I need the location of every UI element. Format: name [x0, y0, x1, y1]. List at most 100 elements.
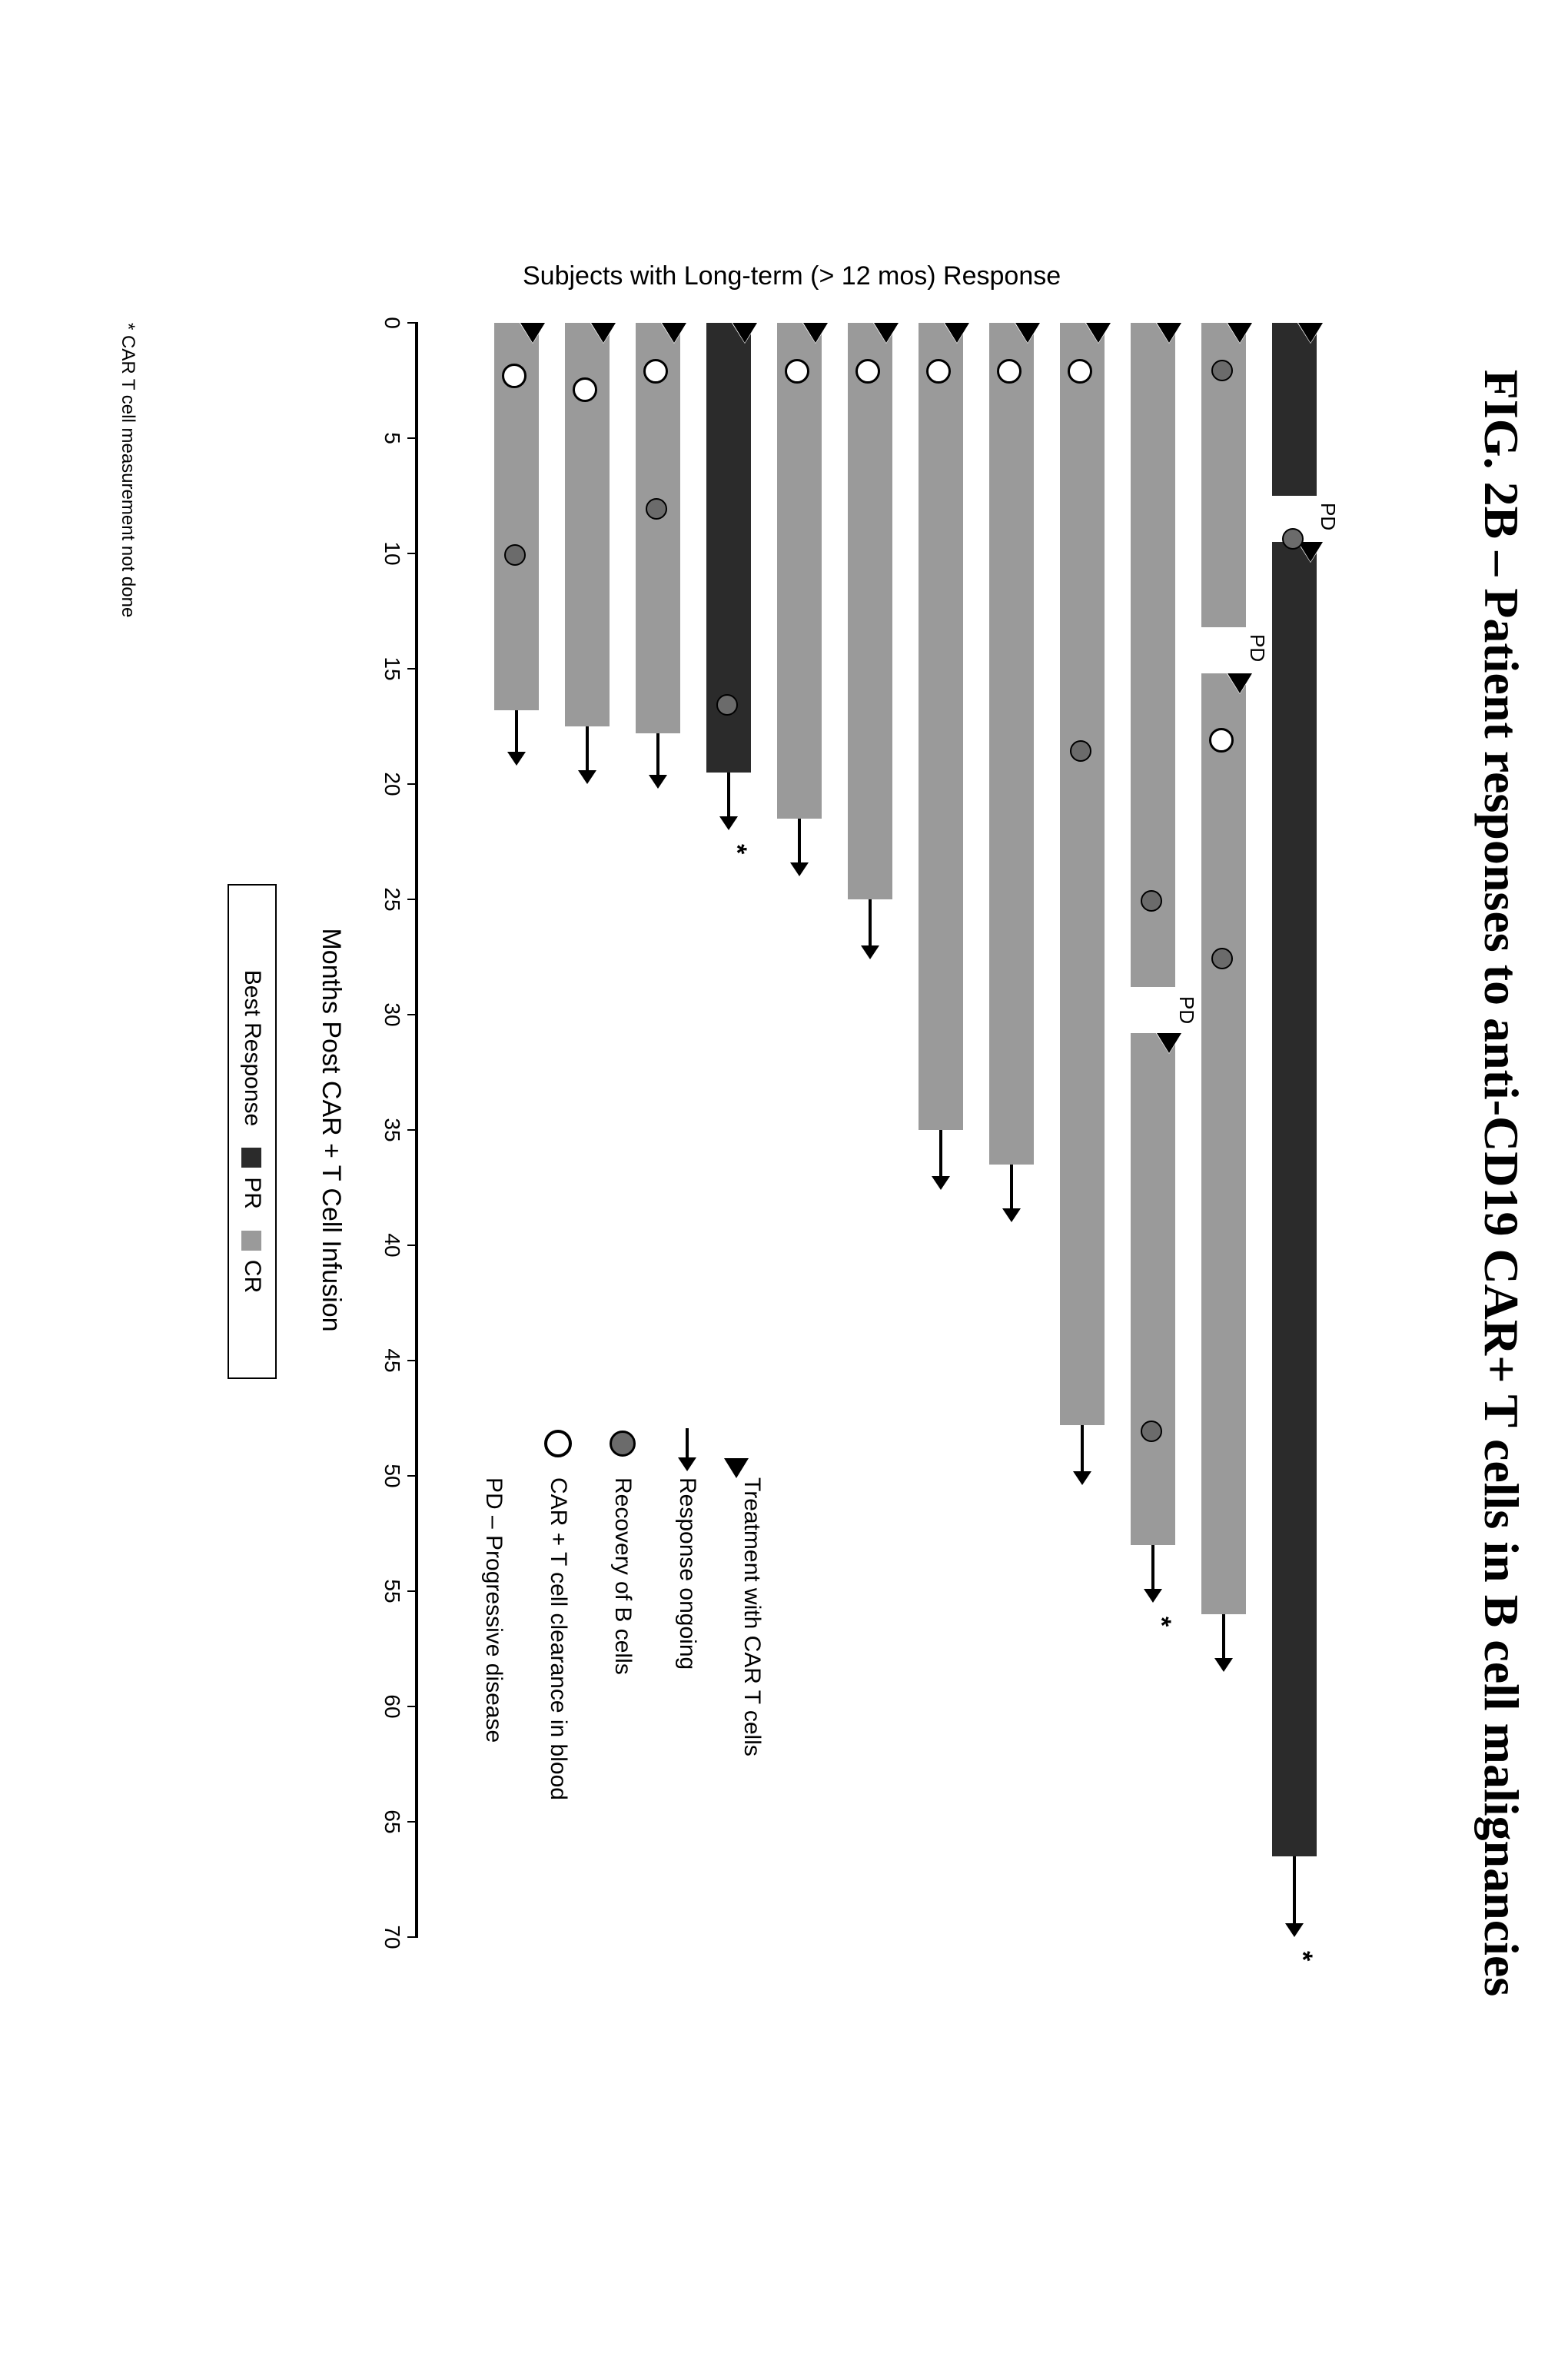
clearance-icon: [573, 377, 597, 402]
legend-label: Response ongoing: [674, 1477, 700, 1670]
legend-swatch-label: PR: [240, 1177, 265, 1209]
response-bar: [1060, 323, 1105, 1425]
legend-row: Treatment with CAR T cells: [719, 1422, 784, 1976]
response-bar: [848, 323, 892, 899]
response-bar: [919, 323, 963, 1130]
x-tick-label: 45: [380, 1348, 404, 1372]
ongoing-arrow-icon: [1081, 1425, 1084, 1473]
x-tick: [407, 1360, 418, 1361]
ongoing-arrow-icon: [1151, 1545, 1154, 1590]
legend-row: CAR + T cell clearance in blood: [526, 1422, 590, 1976]
recovery-icon: [610, 1422, 636, 1465]
recovery-icon: [504, 544, 526, 566]
ongoing-arrow-icon: [586, 726, 589, 772]
star-marker: *: [1287, 1951, 1317, 1961]
subject-lane: [1047, 323, 1118, 1937]
x-tick: [407, 1475, 418, 1477]
ongoing-arrow-icon: [1293, 1856, 1296, 1925]
legend-swatch: [241, 1231, 261, 1251]
x-tick-label: 10: [380, 541, 404, 565]
x-tick-label: 40: [380, 1233, 404, 1257]
ongoing-arrow-icon: [727, 773, 730, 818]
recovery-icon: [716, 694, 738, 716]
legend-label: CAR + T cell clearance in blood: [545, 1477, 571, 1800]
pd-label: PD: [1174, 996, 1198, 1024]
treatment-icon: [1086, 323, 1111, 343]
ongoing-arrow-icon: [939, 1130, 942, 1178]
pd-label: PD: [1245, 634, 1269, 662]
x-tick-label: 25: [380, 887, 404, 911]
x-tick: [407, 1129, 418, 1131]
x-tick: [407, 553, 418, 554]
x-tick-label: 20: [380, 772, 404, 796]
response-bar: [636, 323, 680, 733]
footnote: * CAR T cell measurement not done: [117, 323, 138, 617]
subject-lane: [905, 323, 976, 1937]
treatment-icon: [1298, 542, 1323, 562]
star-marker: *: [1146, 1617, 1176, 1627]
x-tick: [407, 322, 418, 324]
pd-label: PD: [1316, 503, 1340, 530]
x-tick: [407, 783, 418, 785]
subject-lane: [835, 323, 905, 1937]
figure-title: FIG. 2B – Patient responses to anti-CD19…: [1473, 0, 1530, 2366]
clearance-icon: [785, 359, 809, 384]
legend-title: Best Response: [239, 970, 265, 1126]
response-bar: [1131, 323, 1175, 987]
treatment-icon: [520, 323, 545, 343]
treatment-icon: [1227, 673, 1252, 693]
recovery-icon: [1211, 360, 1233, 381]
x-tick: [407, 1014, 418, 1015]
treatment-icon: [874, 323, 899, 343]
treatment-icon: [1157, 1033, 1181, 1053]
x-tick-label: 60: [380, 1694, 404, 1718]
x-tick-label: 0: [380, 317, 404, 329]
legend-row: PD – Progressive disease: [461, 1422, 526, 1976]
recovery-icon: [1141, 890, 1162, 912]
recovery-icon: [1211, 948, 1233, 969]
x-axis-label: Months Post CAR + T Cell Infusion: [316, 323, 346, 1937]
ongoing-arrow-icon: [656, 733, 659, 776]
x-tick: [407, 437, 418, 439]
clearance-icon: [643, 359, 668, 384]
recovery-icon: [1070, 740, 1091, 762]
symbol-legend: Treatment with CAR T cells Response ongoi…: [461, 1422, 784, 1976]
clearance-icon: [997, 359, 1022, 384]
x-tick: [407, 1706, 418, 1707]
subject-lane: [976, 323, 1047, 1937]
x-tick: [407, 668, 418, 670]
ongoing-arrow-icon: [869, 899, 872, 947]
recovery-icon: [1141, 1421, 1162, 1442]
ongoing-arrow-icon: [1010, 1165, 1013, 1210]
x-tick: [407, 1936, 418, 1938]
clearance-icon: [855, 359, 880, 384]
x-tick-label: 55: [380, 1579, 404, 1603]
legend-label: Recovery of B cells: [610, 1477, 636, 1675]
treatment-icon: [945, 323, 969, 343]
treatment-icon: [591, 323, 616, 343]
x-tick-label: 5: [380, 432, 404, 444]
treatment-icon: [662, 323, 686, 343]
treatment-icon: [803, 323, 828, 343]
subject-lane: *PD: [1118, 323, 1188, 1937]
x-tick-label: 35: [380, 1118, 404, 1141]
response-bar: [989, 323, 1034, 1165]
legend-row: Response ongoing: [655, 1422, 719, 1976]
legend-row: Recovery of B cells: [590, 1422, 655, 1976]
treatment-icon: [1298, 323, 1323, 343]
treatment-icon: [733, 323, 757, 343]
x-tick: [407, 899, 418, 900]
treatment-icon: [1227, 323, 1252, 343]
clearance-icon: [544, 1422, 572, 1465]
recovery-icon: [1282, 528, 1304, 550]
x-tick-label: 65: [380, 1809, 404, 1833]
legend-label: Treatment with CAR T cells: [739, 1477, 765, 1756]
ongoing-arrow-icon: [1222, 1614, 1225, 1660]
response-bar: [777, 323, 822, 819]
legend-swatch-label: CR: [240, 1260, 265, 1293]
legend-swatch: [241, 1148, 261, 1168]
x-ticks: 0510152025303540455055606570: [364, 323, 418, 1937]
x-tick-label: 30: [380, 1002, 404, 1026]
x-tick: [407, 1244, 418, 1246]
star-marker: *: [722, 844, 752, 854]
